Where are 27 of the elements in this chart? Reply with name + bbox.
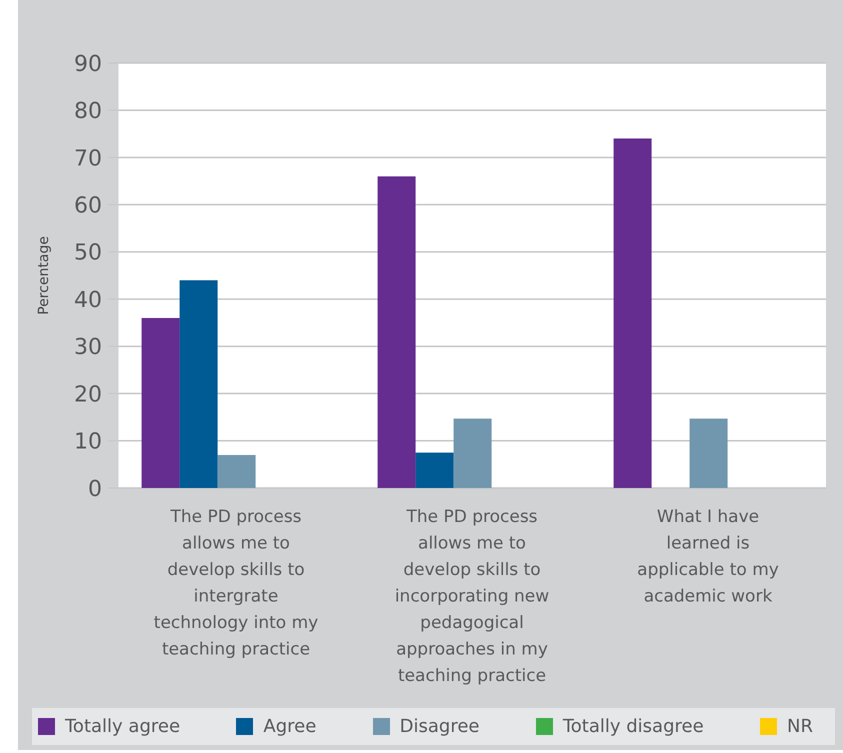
- x-tick-label: What I have learned is applicable to my academic work: [637, 507, 779, 606]
- bar: [416, 452, 454, 488]
- legend-label: Totally disagree: [562, 716, 704, 737]
- x-tick-label: The PD process allows me to develop skills to incorporating new pedagogical approaches in my teaching practice: [394, 507, 550, 686]
- legend-label: Totally agree: [65, 716, 180, 737]
- y-tick-label: 0: [88, 476, 102, 502]
- bar: [690, 418, 728, 488]
- y-tick-label: 60: [74, 193, 102, 218]
- y-tick-label: 80: [74, 99, 102, 124]
- bar: [378, 176, 416, 488]
- y-axis-title: Percentage: [36, 236, 52, 315]
- bar: [454, 418, 492, 488]
- bar: [218, 454, 256, 488]
- y-tick-label: 90: [74, 52, 102, 77]
- y-tick-label: 70: [74, 146, 102, 172]
- bar: [180, 280, 218, 488]
- legend-label: Disagree: [400, 716, 480, 737]
- y-tick-label: 10: [74, 430, 102, 455]
- x-tick-label: The PD process allows me to develop skills to intergrate technology into my teaching practice: [154, 507, 318, 660]
- bar: [142, 318, 180, 488]
- y-tick-label: 50: [74, 240, 102, 266]
- y-tick-label: 40: [74, 288, 102, 313]
- bar: [614, 138, 652, 488]
- y-tick-label: 20: [74, 382, 102, 408]
- legend-label: NR: [787, 716, 813, 737]
- legend-label: Agree: [263, 716, 316, 737]
- y-tick-label: 30: [74, 335, 102, 360]
